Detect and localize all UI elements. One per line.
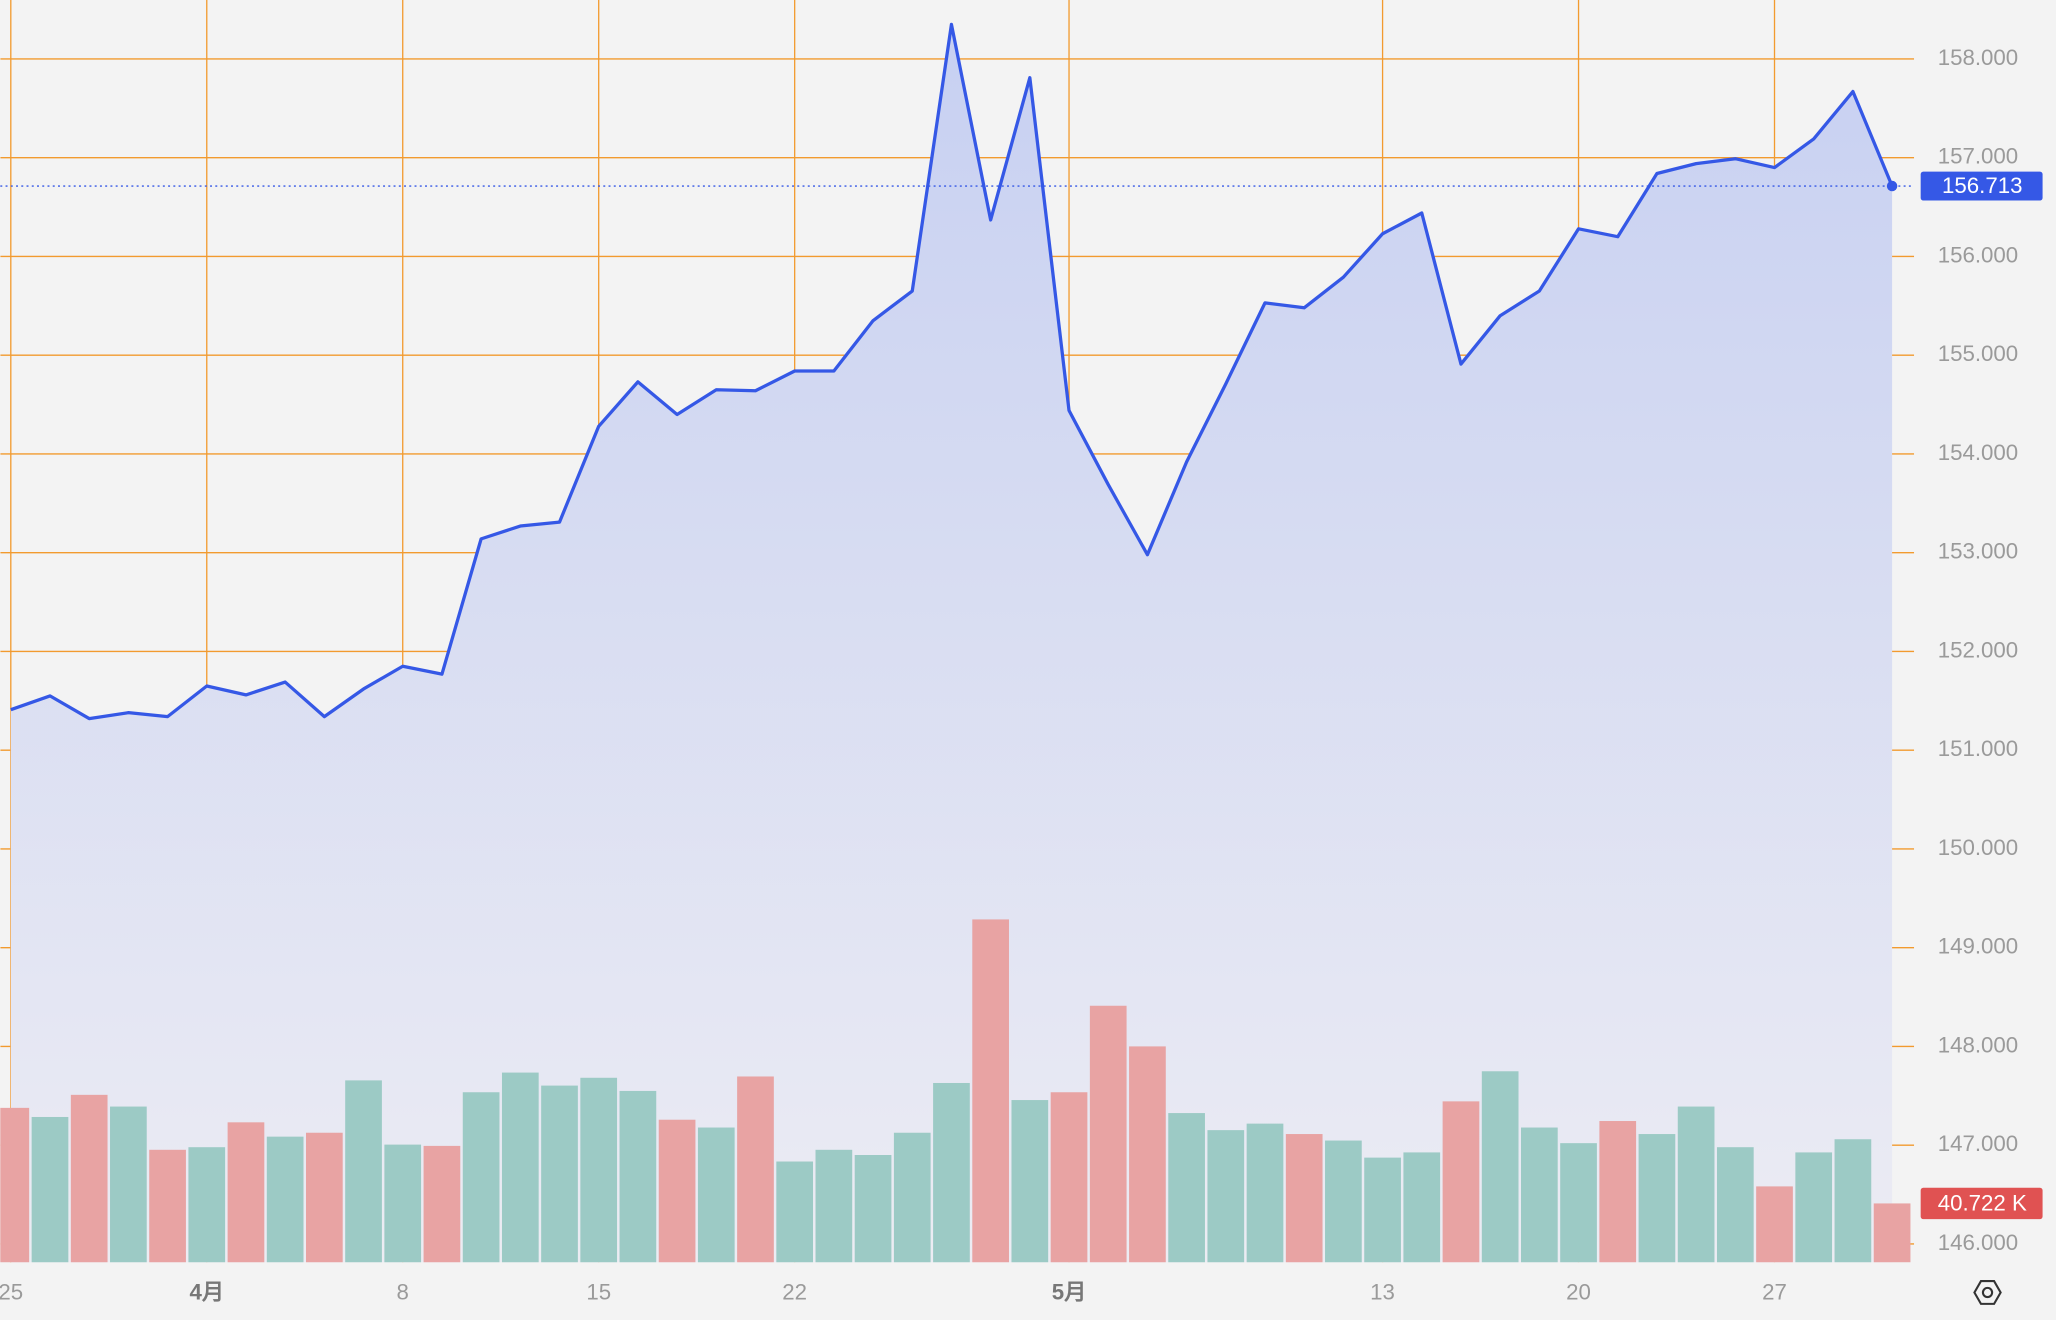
volume-bar	[1677, 1106, 1715, 1263]
x-tick-label: 4月	[189, 1280, 224, 1305]
x-tick-label: 22	[782, 1280, 807, 1305]
volume-bar	[893, 1132, 931, 1263]
volume-bar	[658, 1119, 696, 1263]
volume-tag	[1920, 1187, 2043, 1220]
y-tick-label: 149.000	[1938, 934, 2019, 959]
volume-bar	[1716, 1147, 1754, 1263]
volume-bar	[1246, 1123, 1284, 1263]
volume-bar	[0, 1107, 30, 1263]
x-tick-label: 13	[1370, 1280, 1395, 1305]
volume-bar	[1795, 1152, 1833, 1263]
volume-bar	[1599, 1121, 1637, 1263]
y-tick-label: 154.000	[1938, 440, 2019, 465]
volume-bar	[149, 1149, 186, 1263]
x-tick-label: 25	[0, 1280, 23, 1305]
volume-bar	[501, 1072, 539, 1263]
volume-bar	[423, 1145, 461, 1263]
volume-bar	[305, 1132, 343, 1263]
y-tick-label: 151.000	[1938, 736, 2019, 761]
y-tick-label: 155.000	[1938, 341, 2019, 366]
area	[10, 24, 1893, 1263]
price-line	[10, 22, 1894, 721]
y-tick-label: 147.000	[1938, 1131, 2019, 1156]
volume-bar	[933, 1082, 970, 1263]
volume-bar	[110, 1106, 147, 1263]
volume-bar	[1521, 1127, 1558, 1263]
volume-bar	[1011, 1100, 1049, 1263]
y-tick-label: 158.000	[1938, 45, 2019, 70]
volume-bar	[776, 1161, 814, 1263]
volume-bar	[462, 1092, 500, 1263]
volume-bar	[1050, 1092, 1088, 1263]
last-price-label: 156.713	[1942, 173, 2023, 198]
y-tick-label: 148.000	[1938, 1032, 2019, 1057]
volume-bar	[345, 1080, 382, 1263]
volume-bar	[188, 1147, 226, 1263]
x-tick-label: 15	[586, 1280, 611, 1305]
y-tick-label: 157.000	[1938, 144, 2019, 169]
volume-bar	[737, 1076, 774, 1263]
volume-bar	[1207, 1130, 1245, 1263]
volume-bar	[619, 1090, 657, 1263]
y-tick-label: 146.000	[1938, 1230, 2019, 1255]
last-price-tag	[1920, 171, 2043, 201]
volume-bar	[1403, 1152, 1441, 1263]
x-tick-label: 20	[1566, 1280, 1591, 1305]
volume-bar	[1638, 1134, 1676, 1263]
volume-bar	[1834, 1139, 1872, 1263]
volume-bar	[31, 1116, 69, 1263]
x-tick-label: 8	[397, 1280, 409, 1305]
y-tick-label: 156.000	[1938, 242, 2019, 267]
x-tick-label: 27	[1762, 1280, 1787, 1305]
volume-bar	[697, 1127, 735, 1263]
volume-bar	[580, 1077, 618, 1263]
volume-label: 40.722 K	[1938, 1191, 2027, 1216]
volume-bar	[227, 1122, 265, 1263]
volume-bar	[541, 1085, 578, 1263]
y-tick-label: 153.000	[1938, 539, 2019, 564]
volume-bar	[384, 1144, 422, 1263]
volume-bar	[1481, 1071, 1519, 1263]
volume-bar	[1873, 1203, 1911, 1263]
settings-icon[interactable]	[1973, 1280, 2002, 1305]
volume-bar	[854, 1155, 892, 1263]
volume-bar	[1325, 1140, 1362, 1263]
y-tick-label: 152.000	[1938, 637, 2019, 662]
volume-bar	[1285, 1134, 1323, 1263]
volume-bar	[972, 919, 1009, 1263]
volume-bar	[1129, 1046, 1166, 1263]
y-tick-label: 150.000	[1938, 835, 2019, 860]
volume-bar	[70, 1094, 108, 1263]
volume-bar	[1756, 1186, 1793, 1263]
volume-bar	[815, 1149, 853, 1263]
volume-bar	[1168, 1113, 1205, 1263]
x-tick-label: 5月	[1052, 1280, 1087, 1305]
volume-bar	[266, 1136, 304, 1263]
volume-bar	[1560, 1143, 1597, 1263]
last-point	[1886, 180, 1898, 192]
volume-bar	[1089, 1005, 1127, 1263]
volume-bar	[1442, 1101, 1480, 1263]
plot-area	[0, 0, 1915, 1263]
volume-bar	[1364, 1157, 1401, 1263]
